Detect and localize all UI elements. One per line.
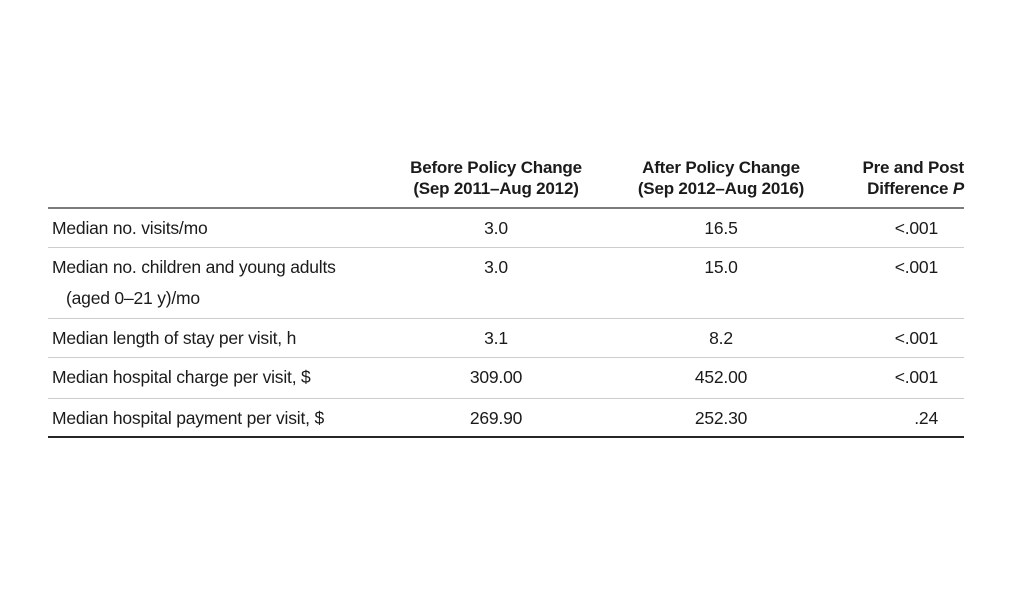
header-row: Before Policy Change (Sep 2011–Aug 2012)…: [48, 150, 964, 209]
cell-p-value: <.001: [834, 357, 964, 399]
table-row: Median no. children and young adults (ag…: [48, 247, 964, 319]
cell-after: 16.5: [608, 208, 834, 248]
column-header-after-policy: After Policy Change (Sep 2012–Aug 2016): [608, 150, 834, 209]
header-after-line2: (Sep 2012–Aug 2016): [637, 179, 805, 198]
cell-after: 252.30: [608, 398, 834, 438]
table-body: Median no. visits/mo 3.0 16.5 <.001 Medi…: [48, 208, 964, 438]
column-header-measure: [48, 150, 384, 209]
table-row: Median no. visits/mo 3.0 16.5 <.001: [48, 208, 964, 248]
header-p-line2: Difference P: [867, 179, 964, 198]
cell-after: 452.00: [608, 357, 834, 399]
header-before-line1: Before Policy Change: [410, 158, 582, 177]
header-before-line2: (Sep 2011–Aug 2012): [413, 179, 579, 198]
table-row: Median length of stay per visit, h 3.1 8…: [48, 318, 964, 358]
cell-before: 309.00: [384, 357, 608, 399]
table-header: Before Policy Change (Sep 2011–Aug 2012)…: [48, 150, 964, 209]
row-label: Median no. visits/mo: [48, 208, 384, 248]
row-label: Median length of stay per visit, h: [48, 318, 384, 358]
row-label: Median no. children and young adults (ag…: [48, 247, 384, 319]
cell-before: 3.0: [384, 247, 608, 319]
header-p-line1: Pre and Post: [862, 158, 964, 177]
cell-after: 15.0: [608, 247, 834, 319]
cell-p-value: <.001: [834, 318, 964, 358]
row-label-line1: Median no. children and young adults: [52, 257, 336, 277]
table-row: Median hospital charge per visit, $ 309.…: [48, 357, 964, 399]
table-row: Median hospital payment per visit, $ 269…: [48, 398, 964, 438]
column-header-p-value: Pre and Post Difference P: [834, 150, 964, 209]
row-label-line2: (aged 0–21 y)/mo: [66, 288, 200, 308]
cell-p-value: <.001: [834, 208, 964, 248]
cell-after: 8.2: [608, 318, 834, 358]
row-label: Median hospital payment per visit, $: [48, 398, 384, 438]
cell-p-value: .24: [834, 398, 964, 438]
results-table: Before Policy Change (Sep 2011–Aug 2012)…: [48, 150, 964, 438]
cell-before: 3.1: [384, 318, 608, 358]
cell-before: 269.90: [384, 398, 608, 438]
p-italic: P: [952, 179, 964, 198]
cell-p-value: <.001: [834, 247, 964, 319]
results-table-container: Before Policy Change (Sep 2011–Aug 2012)…: [48, 150, 964, 438]
cell-before: 3.0: [384, 208, 608, 248]
row-label: Median hospital charge per visit, $: [48, 357, 384, 399]
header-after-line1: After Policy Change: [642, 158, 800, 177]
column-header-before-policy: Before Policy Change (Sep 2011–Aug 2012): [384, 150, 608, 209]
